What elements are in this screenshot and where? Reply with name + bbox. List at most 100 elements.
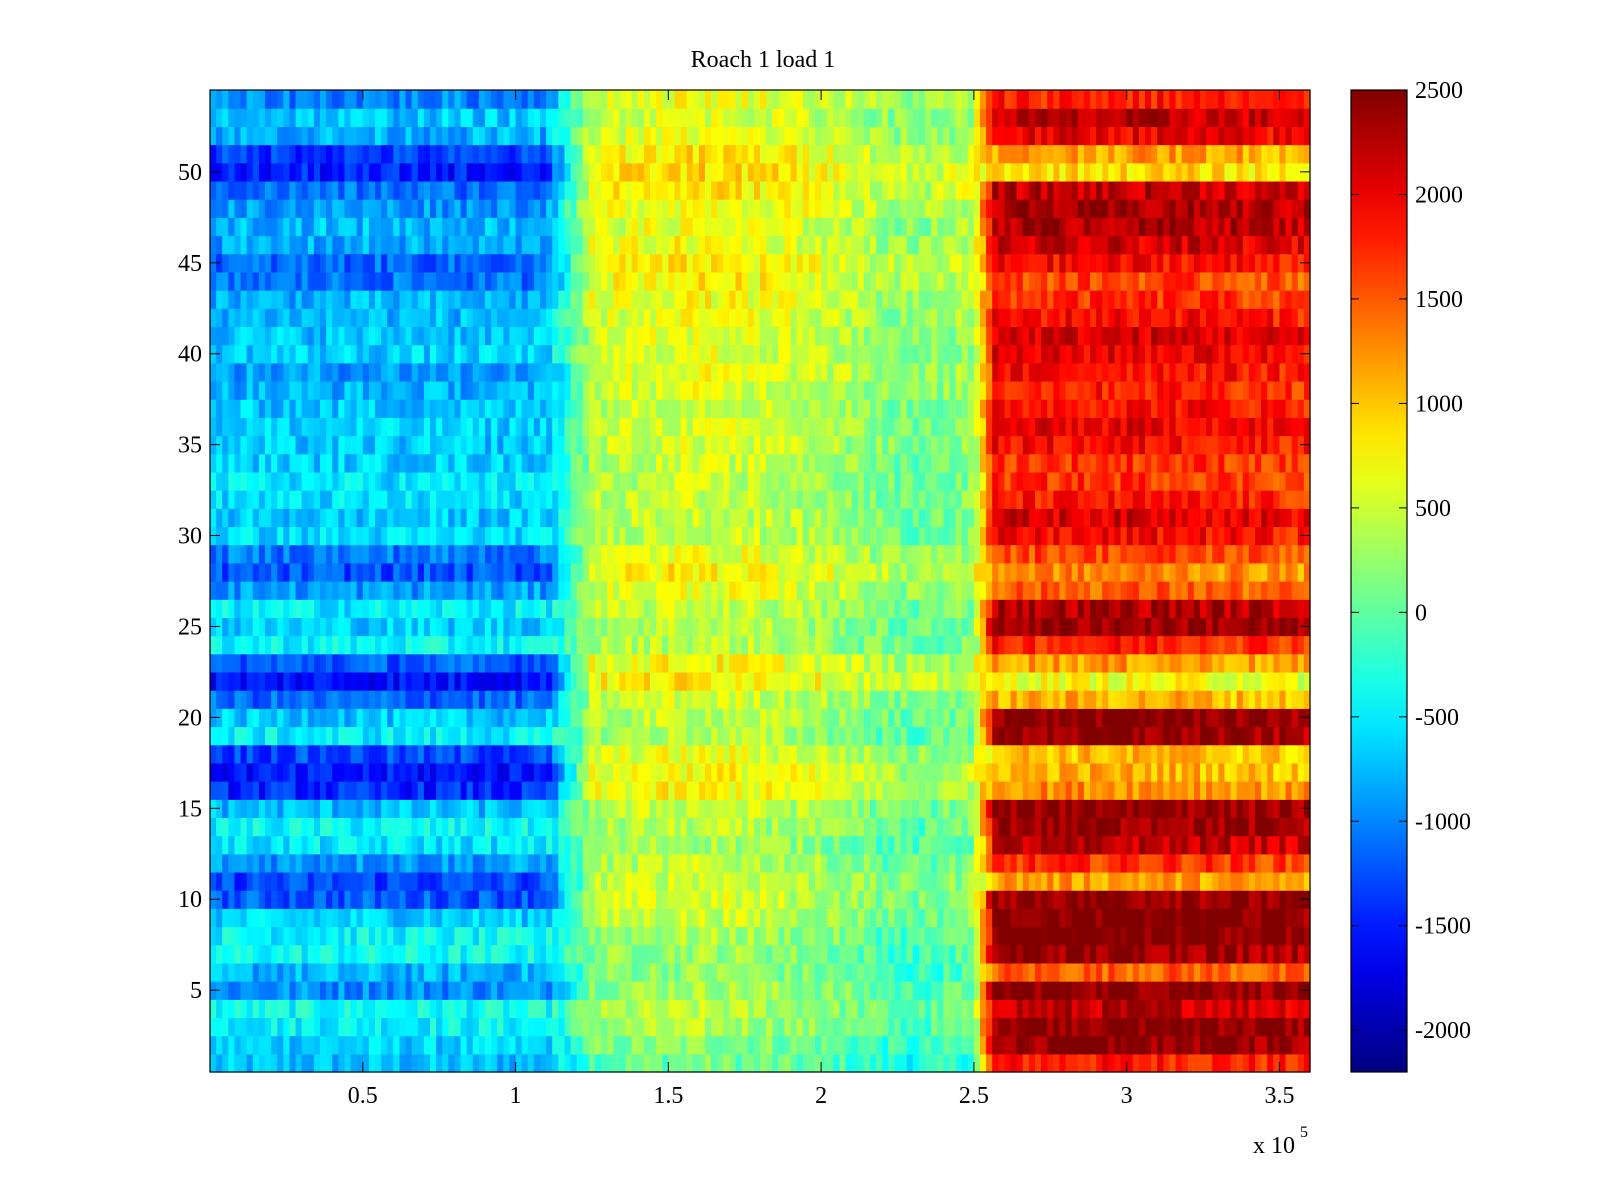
heatmap-cell — [448, 599, 456, 618]
heatmap-cell — [411, 1053, 419, 1073]
heatmap-cell — [1059, 635, 1067, 655]
heatmap-cell — [808, 671, 816, 691]
heatmap-cell — [521, 853, 529, 873]
heatmap-cell — [491, 962, 498, 982]
heatmap-cell — [295, 871, 303, 891]
heatmap-cell — [980, 981, 987, 1000]
heatmap-cell — [790, 1035, 798, 1055]
heatmap-cell — [350, 799, 358, 819]
heatmap-cell — [234, 835, 242, 855]
heatmap-cell — [625, 653, 633, 673]
heatmap-cell — [778, 762, 786, 782]
heatmap-cell — [368, 690, 376, 709]
heatmap-cell — [265, 781, 272, 800]
heatmap-cell — [1035, 944, 1042, 964]
heatmap-cell — [619, 944, 627, 964]
heatmap-cell — [283, 944, 291, 964]
heatmap-cell — [808, 817, 816, 837]
heatmap-cell — [1010, 617, 1018, 637]
heatmap-cell — [662, 617, 669, 637]
heatmap-cell — [277, 617, 284, 637]
heatmap-cell — [485, 653, 492, 673]
heatmap-cell — [766, 653, 773, 673]
heatmap-cell — [1206, 708, 1213, 728]
heatmap-cell — [870, 690, 877, 709]
heatmap-cell — [692, 581, 700, 600]
heatmap-cell — [833, 562, 841, 582]
heatmap-cell — [332, 635, 339, 655]
heatmap-cell — [356, 762, 364, 782]
heatmap-cell — [741, 799, 749, 819]
heatmap-cell — [650, 708, 657, 728]
heatmap-cell — [1224, 999, 1232, 1019]
heatmap-cell — [784, 1053, 792, 1073]
heatmap-cell — [643, 690, 651, 709]
heatmap-cell — [1059, 744, 1067, 764]
heatmap-cell — [888, 999, 896, 1019]
heatmap-cell — [888, 562, 896, 582]
heatmap-cell — [643, 781, 651, 800]
heatmap-cell — [411, 599, 419, 618]
heatmap-cell — [1218, 999, 1226, 1019]
heatmap-cell — [313, 853, 321, 873]
heatmap-cell — [857, 708, 865, 728]
heatmap-cell — [558, 762, 566, 782]
heatmap-cell — [650, 653, 657, 673]
heatmap-cell — [338, 762, 346, 782]
heatmap-cell — [472, 1053, 480, 1073]
heatmap-cell — [931, 690, 938, 709]
heatmap-cell — [1230, 1035, 1238, 1055]
heatmap-cell — [784, 599, 792, 618]
heatmap-cell — [252, 744, 260, 764]
heatmap-cell — [442, 1053, 449, 1073]
heatmap-cell — [252, 1035, 260, 1055]
heatmap-cell — [1047, 835, 1054, 855]
heatmap-cell — [1145, 799, 1152, 819]
heatmap-cell — [326, 1017, 333, 1037]
heatmap-cell — [668, 890, 676, 909]
heatmap-cell — [552, 871, 559, 891]
heatmap-cell — [937, 599, 944, 618]
heatmap-cell — [863, 708, 871, 728]
heatmap-cell — [1242, 890, 1250, 909]
heatmap-cell — [332, 599, 339, 618]
heatmap-cell — [900, 981, 908, 1000]
heatmap-cell — [1065, 817, 1073, 837]
heatmap-cell — [1083, 944, 1091, 964]
heatmap-cell — [973, 671, 981, 691]
heatmap-cell — [552, 853, 559, 873]
heatmap-cell — [613, 617, 621, 637]
heatmap-cell — [570, 908, 578, 928]
heatmap-cell — [625, 817, 633, 837]
heatmap-cell — [967, 890, 975, 909]
heatmap-cell — [582, 781, 590, 800]
heatmap-cell — [1212, 671, 1219, 691]
heatmap-cell — [760, 890, 767, 909]
heatmap-cell — [1169, 599, 1177, 618]
heatmap-cell — [992, 890, 999, 909]
heatmap-cell — [582, 926, 590, 946]
heatmap-cell — [362, 835, 370, 855]
heatmap-cell — [478, 999, 486, 1019]
heatmap-cell — [1151, 1017, 1158, 1037]
heatmap-cell — [784, 690, 792, 709]
heatmap-cell — [515, 799, 523, 819]
heatmap-cell — [839, 1017, 847, 1037]
heatmap-cell — [472, 726, 480, 746]
heatmap-cell — [796, 999, 804, 1019]
heatmap-cell — [216, 599, 223, 618]
heatmap-cell — [705, 890, 712, 909]
heatmap-cell — [277, 944, 284, 964]
heatmap-cell — [1285, 853, 1293, 873]
heatmap-cell — [558, 744, 566, 764]
heatmap-cell — [411, 871, 419, 891]
heatmap-cell — [656, 653, 663, 673]
heatmap-cell — [1010, 871, 1018, 891]
heatmap-cell — [466, 962, 474, 982]
heatmap-cell — [509, 999, 517, 1019]
heatmap-cell — [662, 1035, 669, 1055]
heatmap-cell — [1236, 799, 1244, 819]
heatmap-cell — [521, 944, 529, 964]
heatmap-cell — [1181, 762, 1189, 782]
heatmap-cell — [258, 781, 266, 800]
